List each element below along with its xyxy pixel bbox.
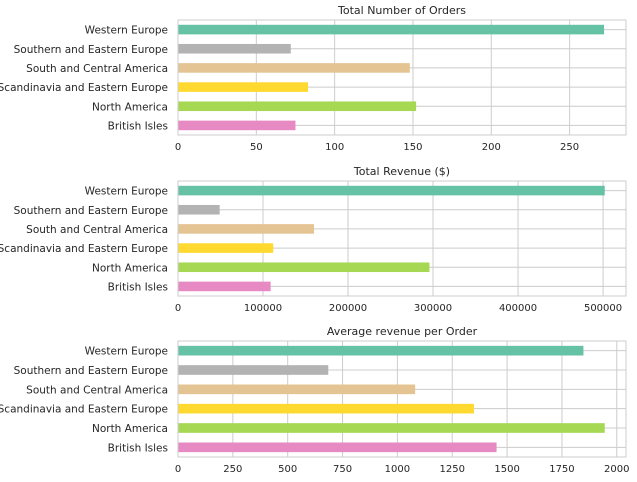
bar: [178, 101, 417, 112]
x-tick-label: 750: [333, 464, 352, 475]
category-label: Southern and Eastern Europe: [14, 44, 168, 56]
bar: [178, 185, 605, 196]
x-tick-label: 400000: [499, 303, 537, 314]
category-label: Western Europe: [85, 346, 168, 358]
bar: [178, 442, 497, 453]
category-label: Scandinavia and Eastern Europe: [0, 404, 168, 416]
category-label: South and Central America: [26, 384, 168, 396]
bar: [178, 384, 416, 395]
x-tick-label: 250: [223, 464, 242, 475]
bar: [178, 365, 329, 375]
category-label: South and Central America: [26, 224, 168, 236]
x-tick-label: 100000: [244, 303, 282, 314]
bar: [178, 204, 220, 215]
plot-frame: [177, 180, 627, 297]
category-label: Southern and Eastern Europe: [14, 365, 168, 377]
x-tick-label: 200000: [329, 303, 367, 314]
category-label: British Isles: [108, 120, 168, 132]
category-label: Western Europe: [85, 186, 168, 198]
x-tick-label: 0: [175, 303, 181, 314]
plot-area: [178, 20, 626, 135]
plot-area: [178, 181, 626, 296]
x-tick-label: 1000: [385, 464, 410, 475]
bar: [178, 345, 584, 356]
chart-title: Total Number of Orders: [337, 4, 466, 17]
x-tick-label: 100: [325, 142, 344, 153]
category-label: South and Central America: [26, 63, 168, 75]
x-tick-label: 500: [278, 464, 297, 475]
bar: [178, 403, 474, 414]
bar: [178, 24, 605, 35]
chart-panel-1: 0 50 100 150 200 250 British Isles North Americ…: [0, 4, 627, 153]
bar: [178, 120, 296, 131]
plot-frame: [177, 19, 627, 136]
category-label: North America: [92, 101, 168, 113]
x-tick-label: 500000: [584, 303, 622, 314]
bar: [178, 243, 274, 253]
x-tick-label: 50: [250, 142, 263, 153]
x-tick-label: 0: [175, 142, 181, 153]
category-label: Scandinavia and Eastern Europe: [0, 82, 168, 94]
x-tick-label: 1750: [549, 464, 574, 475]
x-tick-label: 300000: [414, 303, 452, 314]
bar: [178, 63, 410, 73]
x-tick-label: 1500: [494, 464, 519, 475]
category-label: British Isles: [108, 442, 168, 454]
bar: [178, 281, 271, 292]
x-tick-label: 150: [403, 142, 422, 153]
x-tick-label: 1250: [440, 464, 465, 475]
bar: [178, 262, 430, 273]
category-label: North America: [92, 423, 168, 435]
category-label: Southern and Eastern Europe: [14, 205, 168, 217]
x-tick-label: 0: [175, 464, 181, 475]
bar: [178, 82, 309, 92]
plot-frame: [177, 340, 627, 458]
chart-title: Average revenue per Order: [327, 325, 478, 338]
category-label: North America: [92, 262, 168, 274]
plot-area: [178, 341, 626, 457]
x-tick-label: 200: [482, 142, 501, 153]
chart-title: Total Revenue ($): [353, 165, 450, 178]
category-label: Scandinavia and Eastern Europe: [0, 243, 168, 255]
category-label: Western Europe: [85, 25, 168, 37]
chart-panel-3: 0 250 500 750 1000 1250 1500 1750 2000 British Is…: [0, 325, 630, 475]
bar: [178, 423, 605, 433]
x-tick-label: 2000: [604, 464, 629, 475]
bar: [178, 224, 315, 234]
chart-panel-2: 0 100000 200000 300000 400000 500000 British I…: [0, 165, 627, 314]
x-tick-label: 250: [560, 142, 579, 153]
category-label: British Isles: [108, 281, 168, 293]
bar: [178, 43, 291, 54]
